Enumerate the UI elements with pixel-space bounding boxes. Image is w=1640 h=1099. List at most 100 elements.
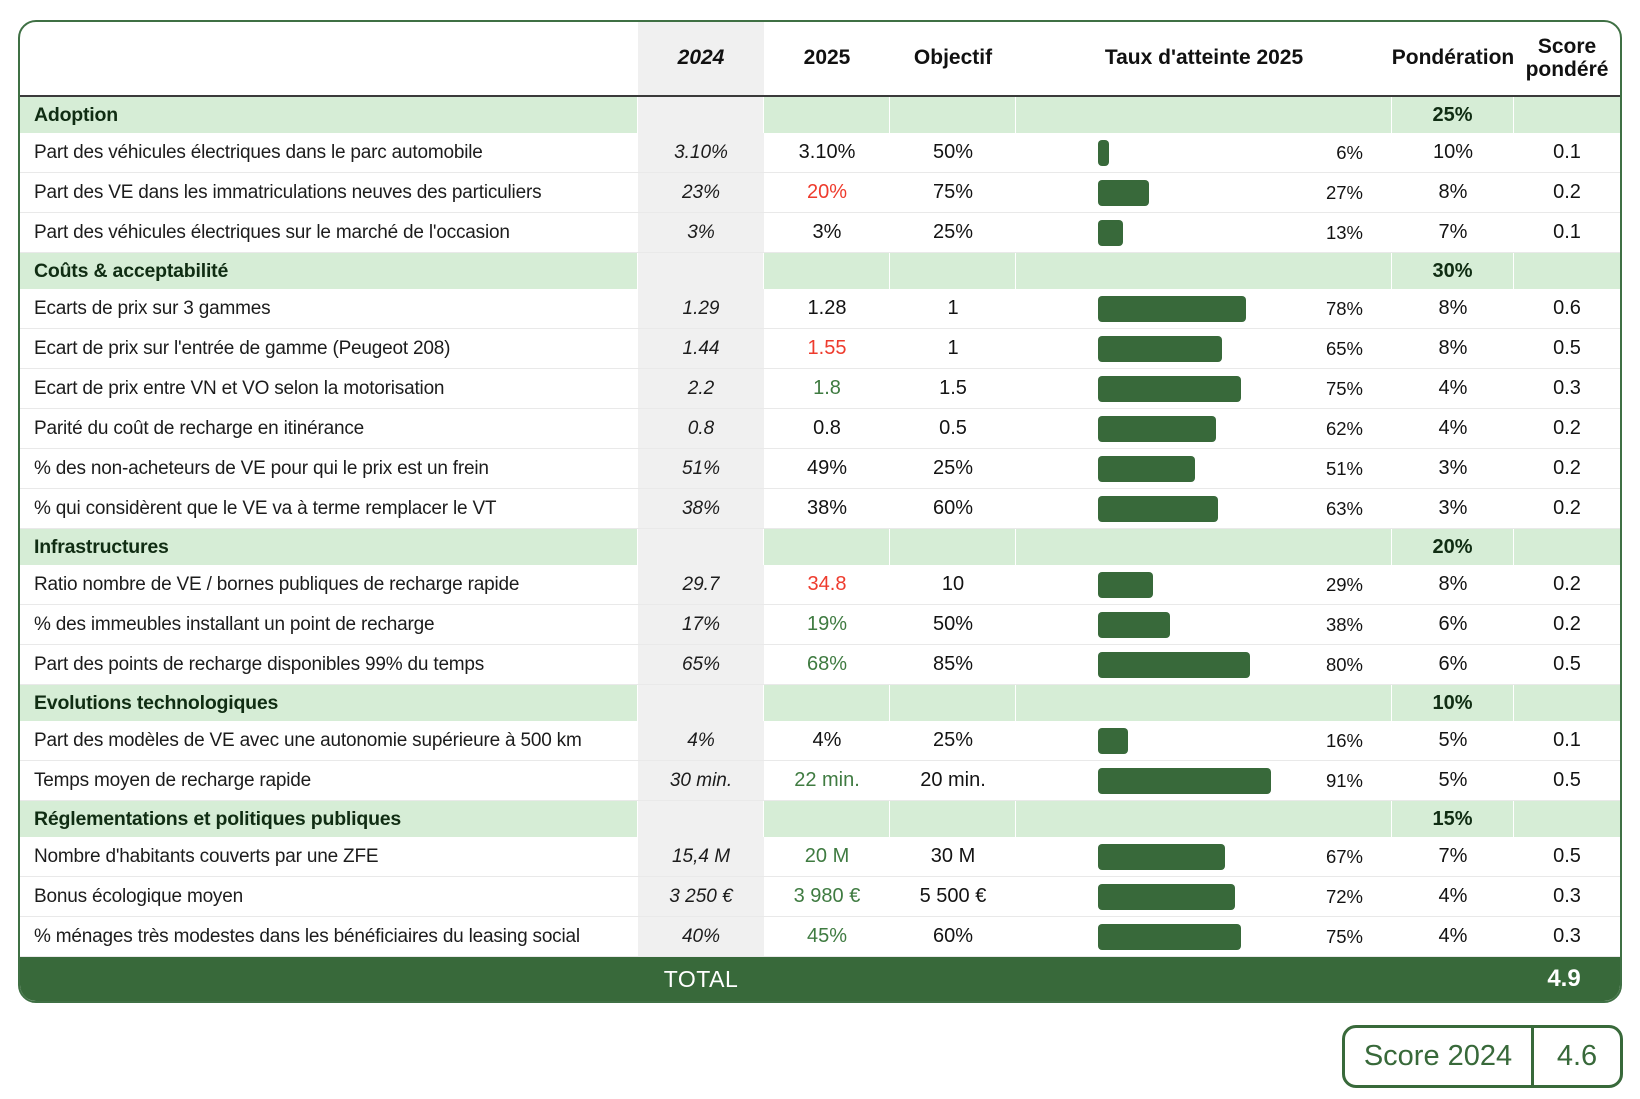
taux-bar-track bbox=[1098, 375, 1288, 402]
taux-bar-track bbox=[1098, 767, 1288, 794]
taux-bar-track bbox=[1098, 651, 1288, 678]
taux-bar bbox=[1098, 767, 1271, 794]
value-objectif: 20 min. bbox=[920, 769, 986, 791]
value-score-pondere: 0.5 bbox=[1553, 337, 1581, 359]
taux-bar-track bbox=[1098, 179, 1288, 206]
value-2024: 30 min. bbox=[638, 761, 764, 800]
value-ponderation: 3% bbox=[1438, 457, 1468, 479]
value-2024: 38% bbox=[638, 489, 764, 528]
taux-bar bbox=[1098, 843, 1225, 870]
section-row-couts-acceptabilite: Coûts & acceptabilité 30% bbox=[20, 253, 1620, 289]
section-2024-cell bbox=[638, 253, 764, 289]
indicator-label: Part des véhicules électriques dans le p… bbox=[34, 141, 483, 163]
value-2025: 34.8 bbox=[807, 573, 847, 595]
taux-percentage: 91% bbox=[1325, 769, 1363, 791]
section-score-cell bbox=[1514, 685, 1620, 721]
section-score-cell bbox=[1514, 97, 1620, 133]
value-2024: 1.29 bbox=[638, 289, 764, 328]
indicator-row-parite-du-cout-de-recharge-en-itinerance: Parité du coût de recharge en itinérance… bbox=[20, 409, 1620, 449]
section-title: Evolutions technologiques bbox=[20, 685, 638, 721]
value-2025: 1.28 bbox=[807, 297, 847, 319]
taux-atteinte-cell: 27% bbox=[1016, 173, 1392, 212]
value-2024: 29.7 bbox=[638, 565, 764, 604]
value-objectif: 75% bbox=[932, 181, 974, 203]
score-2024-value: 4.6 bbox=[1556, 1040, 1598, 1072]
value-ponderation: 4% bbox=[1438, 417, 1468, 439]
indicator-row-part-des-vehicules-electriques-dans-le-p: Part des véhicules électriques dans le p… bbox=[20, 133, 1620, 173]
value-2024: 0.8 bbox=[638, 409, 764, 448]
taux-bar bbox=[1098, 415, 1216, 442]
section-weight: 20% bbox=[1392, 529, 1514, 565]
column-header-taux-atteinte: Taux d'atteinte 2025 bbox=[1104, 46, 1304, 70]
indicator-row-part-des-points-de-recharge-disponibles-: Part des points de recharge disponibles … bbox=[20, 645, 1620, 685]
taux-percentage: 80% bbox=[1325, 653, 1363, 675]
taux-bar bbox=[1098, 335, 1222, 362]
value-objectif: 25% bbox=[932, 221, 974, 243]
taux-percentage: 75% bbox=[1325, 377, 1363, 399]
taux-percentage: 65% bbox=[1325, 337, 1363, 359]
value-score-pondere: 0.5 bbox=[1553, 845, 1581, 867]
taux-bar bbox=[1098, 375, 1241, 402]
value-objectif: 10 bbox=[941, 573, 965, 595]
section-2025-cell bbox=[764, 253, 890, 289]
taux-atteinte-cell: 67% bbox=[1016, 837, 1392, 876]
taux-atteinte-cell: 63% bbox=[1016, 489, 1392, 528]
value-2025: 3.10% bbox=[798, 141, 856, 163]
value-score-pondere: 0.5 bbox=[1553, 653, 1581, 675]
value-2025: 22 min. bbox=[794, 769, 860, 791]
value-ponderation: 4% bbox=[1438, 377, 1468, 399]
ev-scorecard-table: 2024 2025 Objectif Taux d'atteinte 2025 … bbox=[18, 20, 1622, 1003]
section-row-evolutions-technologiques: Evolutions technologiques 10% bbox=[20, 685, 1620, 721]
taux-percentage: 78% bbox=[1325, 297, 1363, 319]
taux-percentage: 62% bbox=[1325, 417, 1363, 439]
taux-bar bbox=[1098, 139, 1109, 166]
section-2024-cell bbox=[638, 529, 764, 565]
value-score-pondere: 0.2 bbox=[1553, 457, 1581, 479]
value-score-pondere: 0.6 bbox=[1553, 297, 1581, 319]
taux-bar bbox=[1098, 295, 1246, 322]
taux-atteinte-cell: 51% bbox=[1016, 449, 1392, 488]
value-2024: 3.10% bbox=[638, 133, 764, 172]
value-2024: 1.44 bbox=[638, 329, 764, 368]
section-2025-cell bbox=[764, 801, 890, 837]
value-score-pondere: 0.1 bbox=[1553, 221, 1581, 243]
value-ponderation: 7% bbox=[1438, 845, 1468, 867]
indicator-label: Nombre d'habitants couverts par une ZFE bbox=[34, 845, 379, 867]
value-ponderation: 6% bbox=[1438, 653, 1468, 675]
indicator-label: Ecarts de prix sur 3 gammes bbox=[34, 297, 271, 319]
taux-percentage: 63% bbox=[1325, 497, 1363, 519]
indicator-label: Parité du coût de recharge en itinérance bbox=[34, 417, 364, 439]
value-score-pondere: 0.1 bbox=[1553, 141, 1581, 163]
value-2025: 3% bbox=[812, 221, 842, 243]
taux-atteinte-cell: 62% bbox=[1016, 409, 1392, 448]
value-objectif: 50% bbox=[932, 613, 974, 635]
value-2025: 19% bbox=[806, 613, 848, 635]
column-header-2025: 2025 bbox=[803, 46, 851, 70]
section-objectif-cell bbox=[890, 801, 1016, 837]
taux-percentage: 13% bbox=[1325, 221, 1363, 243]
taux-percentage: 38% bbox=[1325, 613, 1363, 635]
value-objectif: 30 M bbox=[930, 845, 976, 867]
value-objectif: 1.5 bbox=[939, 377, 967, 399]
section-objectif-cell bbox=[890, 529, 1016, 565]
taux-atteinte-cell: 91% bbox=[1016, 761, 1392, 800]
section-objectif-cell bbox=[890, 253, 1016, 289]
section-2024-cell bbox=[638, 801, 764, 837]
value-ponderation: 10% bbox=[1432, 141, 1474, 163]
indicator-row-des-immeubles-installant-un-point-de-rec: % des immeubles installant un point de r… bbox=[20, 605, 1620, 645]
value-objectif: 25% bbox=[932, 457, 974, 479]
indicator-label: Ecart de prix sur l'entrée de gamme (Peu… bbox=[34, 337, 451, 359]
section-row-reglementations-et-politiques-publiques: Réglementations et politiques publiques 1… bbox=[20, 801, 1620, 837]
indicator-row-ecarts-de-prix-sur-3-gammes: Ecarts de prix sur 3 gammes 1.29 1.28 1 78% 8… bbox=[20, 289, 1620, 329]
value-objectif: 50% bbox=[932, 141, 974, 163]
value-ponderation: 4% bbox=[1438, 885, 1468, 907]
taux-percentage: 27% bbox=[1325, 181, 1363, 203]
section-2025-cell bbox=[764, 529, 890, 565]
indicator-row-part-des-modeles-de-ve-avec-une-autonomi: Part des modèles de VE avec une autonomi… bbox=[20, 721, 1620, 761]
value-2024: 2.2 bbox=[638, 369, 764, 408]
indicator-label: Bonus écologique moyen bbox=[34, 885, 243, 907]
section-taux-cell bbox=[1016, 685, 1392, 721]
taux-bar-track bbox=[1098, 843, 1288, 870]
taux-bar bbox=[1098, 571, 1153, 598]
